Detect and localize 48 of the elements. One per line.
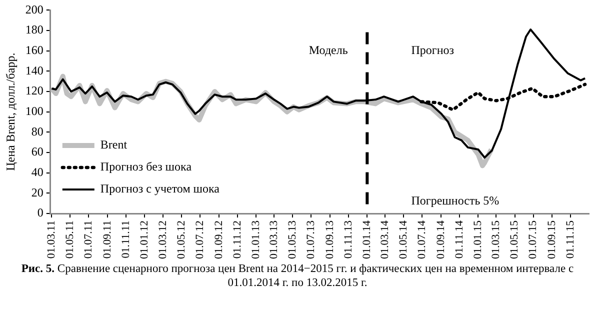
y-tick-label: 80 bbox=[31, 124, 44, 138]
y-tick-label: 60 bbox=[31, 144, 44, 159]
x-tick-label: 01.11.15 bbox=[564, 220, 577, 259]
x-tick-label: 01.07.15 bbox=[527, 220, 540, 259]
x-tick-label: 01.11.12 bbox=[231, 220, 244, 259]
x-tick-label: 01.01.13 bbox=[250, 220, 262, 259]
x-tick-label: 01.01.12 bbox=[138, 220, 151, 259]
y-tick-label: 160 bbox=[25, 43, 44, 58]
x-tick-label: 01.07.11 bbox=[82, 220, 95, 259]
x-tick-label: 01.11.11 bbox=[120, 220, 132, 258]
x-tick-label: 01.03.12 bbox=[156, 220, 169, 259]
x-tick-label: 01.09.15 bbox=[546, 220, 558, 259]
y-tick-label: 0 bbox=[37, 206, 44, 220]
x-tick-label: 01.01.14 bbox=[361, 220, 374, 259]
x-tick-label: 01.09.11 bbox=[102, 220, 114, 259]
x-tick-label: 01.09.13 bbox=[324, 220, 336, 259]
x-tick-label: 01.09.14 bbox=[435, 220, 448, 259]
y-tick-label: 180 bbox=[25, 22, 44, 37]
x-tick-label: 01.05.14 bbox=[398, 220, 410, 259]
annotation: Модель bbox=[308, 43, 348, 58]
x-tick-label: 01.03.13 bbox=[268, 220, 280, 259]
x-tick-label: 01.09.12 bbox=[212, 220, 225, 259]
y-tick-label: 100 bbox=[25, 104, 44, 118]
text: Рис. 5. Сравнение сценарного прогноза цен Brent на 2014−2015 гг. и фактических цен на временном интервале с 01.01.2014 г. по 13.02.2015 г. bbox=[20, 262, 575, 290]
y-axis-title: Цена Brent, долл./барр. bbox=[3, 52, 18, 171]
x-tick-label: 01.03.14 bbox=[379, 220, 392, 259]
x-tick-label: 01.05.12 bbox=[175, 220, 188, 259]
y-tick-label: 140 bbox=[25, 63, 44, 78]
legend-label: Прогноз с учетом шока bbox=[100, 182, 220, 196]
x-tick-label: 01.01.15 bbox=[472, 220, 484, 259]
annotation: Прогноз bbox=[411, 43, 454, 58]
x-tick-label: 01.05.13 bbox=[286, 220, 299, 259]
x-tick-label: 01.03.11 bbox=[46, 220, 58, 259]
legend-label: Brent bbox=[100, 138, 128, 152]
x-tick-label: 01.07.14 bbox=[416, 220, 428, 259]
y-tick-label: 40 bbox=[31, 164, 44, 179]
y-tick-label: 120 bbox=[25, 84, 44, 98]
x-tick-label: 01.11.13 bbox=[342, 220, 354, 259]
annotation: Погрешность 5% bbox=[411, 193, 500, 208]
x-tick-label: 01.03.15 bbox=[490, 220, 502, 259]
x-tick-label: 01.07.12 bbox=[194, 220, 206, 259]
x-tick-label: 01.11.14 bbox=[454, 220, 466, 259]
x-tick-label: 01.05.15 bbox=[508, 220, 521, 259]
y-tick-label: 200 bbox=[25, 2, 44, 16]
x-tick-label: 01.05.11 bbox=[64, 220, 76, 259]
x-tick-label: 01.07.13 bbox=[305, 220, 318, 259]
legend-label: Прогноз без шока bbox=[100, 160, 192, 174]
y-tick-label: 20 bbox=[31, 185, 44, 200]
